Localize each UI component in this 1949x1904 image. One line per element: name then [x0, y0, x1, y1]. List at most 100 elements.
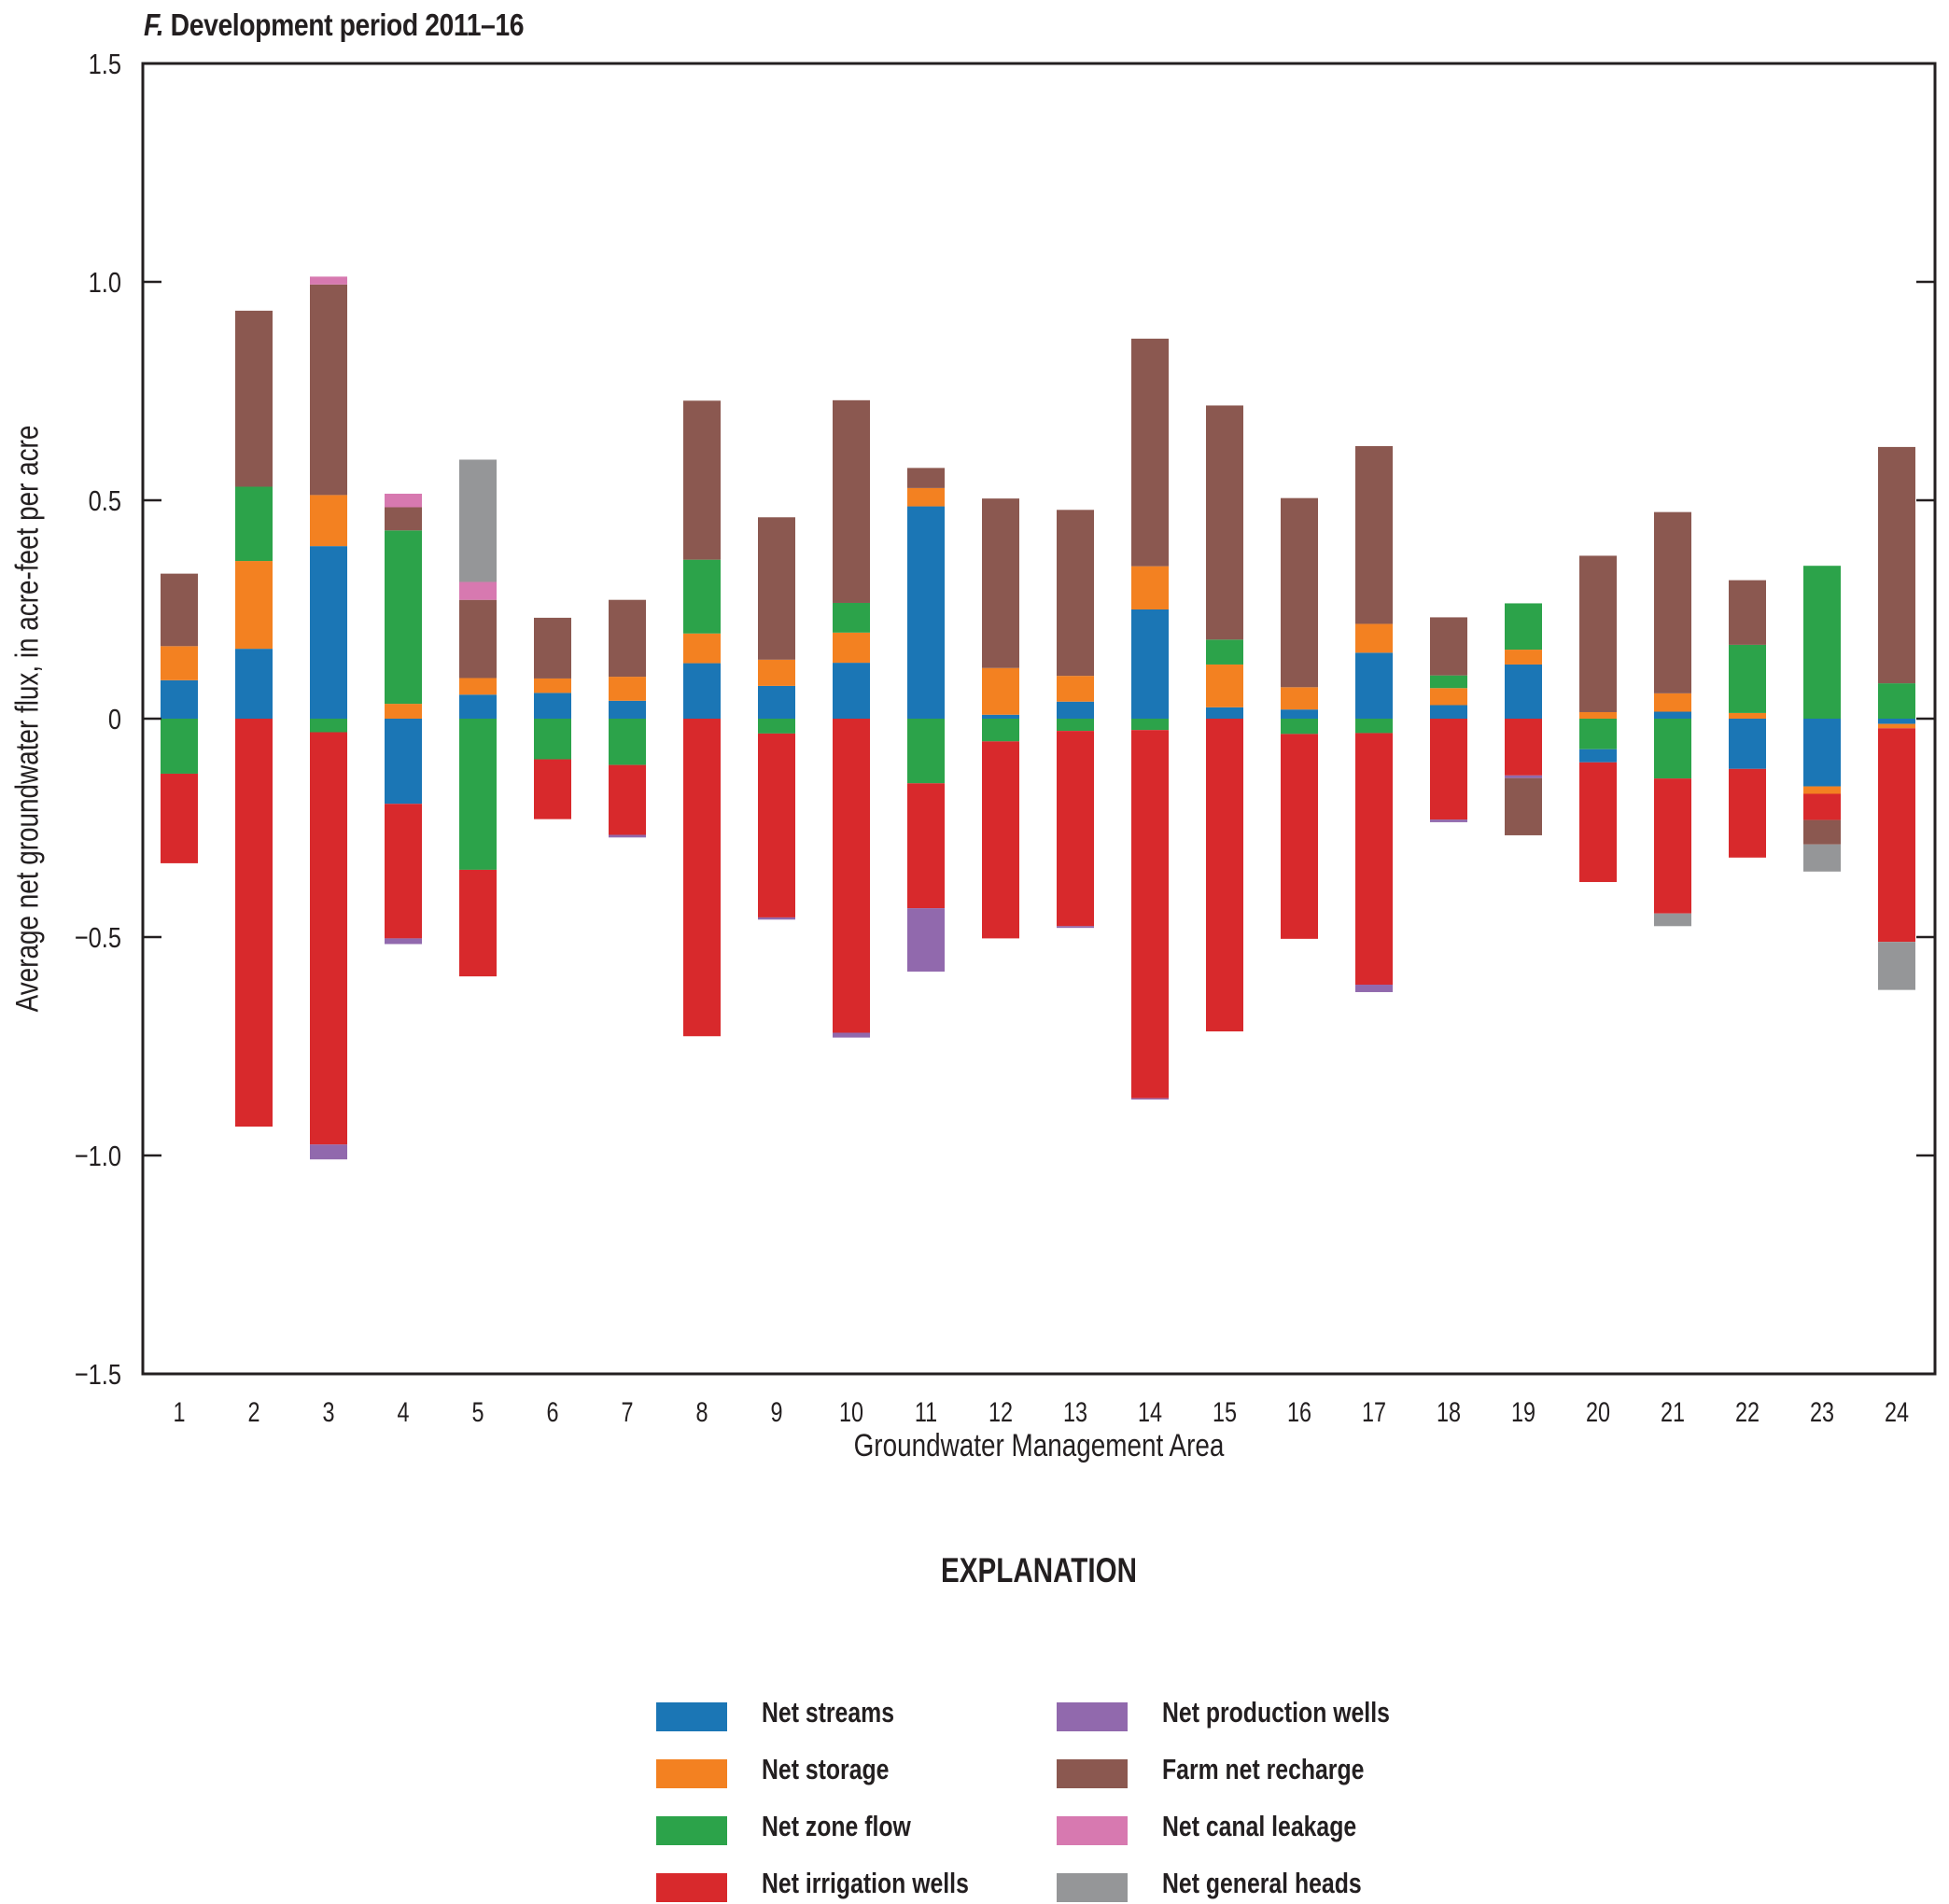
legend-swatch	[656, 1872, 727, 1902]
bar-segment-net-irrigation-wells	[609, 764, 646, 835]
bar-segment-net-irrigation-wells	[385, 804, 422, 939]
bar-segment-net-streams	[310, 546, 347, 719]
x-tick-label: 13	[1063, 1396, 1087, 1427]
legend-label: Net production wells	[1162, 1696, 1390, 1729]
bar-segment-net-zone-flow	[1430, 675, 1467, 689]
chart-title-text: Development period 2011–16	[170, 7, 525, 42]
bar-segment-farm-net-recharge	[609, 599, 646, 678]
bar-segment-net-irrigation-wells	[1057, 731, 1094, 927]
x-tick-label: 8	[695, 1396, 708, 1427]
bar-group-gma-15	[1206, 405, 1243, 1032]
legend-swatch	[1057, 1815, 1128, 1845]
x-axis-label: Groundwater Management Area	[853, 1428, 1225, 1463]
x-tick-label: 15	[1213, 1396, 1237, 1427]
bar-segment-net-zone-flow	[235, 486, 273, 562]
bar-segment-net-streams	[459, 694, 497, 719]
bar-segment-net-storage	[161, 646, 198, 680]
bar-segment-net-irrigation-wells	[1355, 733, 1393, 986]
bar-segment-farm-net-recharge	[907, 468, 945, 488]
bar-segment-net-zone-flow	[1281, 719, 1318, 735]
bar-segment-net-storage	[1579, 711, 1617, 719]
bar-segment-net-general-heads	[1654, 913, 1691, 927]
bar-segment-net-zone-flow	[534, 719, 571, 760]
legend-item-net-streams: Net streams	[656, 1696, 894, 1733]
bar-segment-net-storage	[534, 678, 571, 693]
bar-segment-net-streams	[907, 506, 945, 719]
bar-segment-net-zone-flow	[1505, 603, 1542, 651]
y-tick-label: 0.5	[89, 485, 121, 518]
bar-segment-net-streams	[758, 685, 795, 719]
bar-segment-net-irrigation-wells	[459, 869, 497, 977]
y-tick-label: −1.0	[75, 1141, 121, 1173]
bar-segment-farm-net-recharge	[310, 284, 347, 496]
bar-group-gma-23	[1803, 566, 1841, 872]
bar-segment-net-streams	[982, 714, 1019, 719]
bar-segment-net-streams	[161, 679, 198, 719]
legend-swatch	[1057, 1758, 1128, 1788]
bar-segment-farm-net-recharge	[1729, 580, 1766, 645]
legend-label: Net general heads	[1162, 1867, 1362, 1899]
bar-segment-net-storage	[235, 561, 273, 650]
legend-item-net-canal-leakage: Net canal leakage	[1057, 1810, 1356, 1847]
bar-segment-net-storage	[833, 632, 870, 664]
bar-segment-net-general-heads	[1878, 942, 1915, 990]
bar-segment-farm-net-recharge	[982, 498, 1019, 668]
bar-group-gma-20	[1579, 555, 1617, 883]
legend-label: Net irrigation wells	[762, 1867, 969, 1899]
legend-item-net-zone-flow: Net zone flow	[656, 1810, 911, 1847]
bar-segment-net-production-wells	[385, 938, 422, 945]
bar-segment-net-streams	[1430, 705, 1467, 719]
bar-segment-net-irrigation-wells	[1803, 793, 1841, 820]
bar-segment-net-streams	[683, 663, 721, 719]
bar-segment-net-streams	[1355, 652, 1393, 719]
bar-segment-net-storage	[1206, 664, 1243, 707]
bar-segment-net-streams	[1206, 707, 1243, 719]
bar-segment-net-zone-flow	[1654, 719, 1691, 779]
bar-segment-net-zone-flow	[1878, 683, 1915, 719]
bar-segment-net-storage	[1878, 723, 1915, 729]
x-tick-label: 6	[546, 1396, 558, 1427]
x-axis-tick-labels: 1 2 3 4 5 6 7 8 9 10 11 12 13 14 15 16 17 18 19 20 21 22 23 24	[173, 1396, 1909, 1427]
bar-segment-net-storage	[1281, 687, 1318, 710]
bar-segment-net-storage	[683, 633, 721, 664]
bar-group-gma-19	[1505, 603, 1542, 835]
legend-item-net-production-wells: Net production wells	[1057, 1696, 1390, 1733]
bar-segment-net-streams	[1281, 709, 1318, 719]
bar-segment-net-streams	[385, 719, 422, 805]
x-tick-label: 18	[1437, 1396, 1461, 1427]
bar-segment-farm-net-recharge	[459, 599, 497, 679]
x-tick-label: 2	[247, 1396, 259, 1427]
chart-canvas: 1.51.00.50−0.5−1.0−1.5 1 2 3 4 5 6 7 8 9 10 11 12 13…	[75, 49, 1937, 1428]
bar-segment-net-zone-flow	[1729, 644, 1766, 713]
bar-group-gma-10	[833, 399, 870, 1038]
bar-segment-net-irrigation-wells	[758, 733, 795, 917]
bar-group-gma-1	[161, 573, 198, 863]
x-tick-label: 10	[839, 1396, 863, 1427]
bar-segment-farm-net-recharge	[1057, 510, 1094, 677]
bar-segment-farm-net-recharge	[683, 400, 721, 560]
bar-segment-net-zone-flow	[683, 559, 721, 634]
bars-layer	[161, 276, 1915, 1160]
bar-group-gma-14	[1131, 338, 1169, 1100]
legend-item-net-storage: Net storage	[656, 1753, 889, 1790]
bar-segment-net-zone-flow	[161, 719, 198, 774]
legend-label: Net zone flow	[762, 1810, 911, 1842]
bar-segment-net-production-wells	[758, 917, 795, 920]
bar-segment-farm-net-recharge	[1878, 446, 1915, 684]
x-tick-label: 3	[322, 1396, 334, 1427]
bar-group-gma-13	[1057, 510, 1094, 929]
bar-segment-farm-net-recharge	[1206, 405, 1243, 640]
bar-group-gma-21	[1654, 511, 1691, 927]
plot-frame	[141, 62, 1937, 1376]
bar-segment-net-storage	[758, 659, 795, 686]
bar-segment-farm-net-recharge	[1505, 777, 1542, 835]
bar-segment-net-production-wells	[1057, 926, 1094, 929]
bar-segment-net-streams	[1878, 719, 1915, 724]
x-tick-label: 17	[1362, 1396, 1386, 1427]
x-tick-label: 16	[1287, 1396, 1311, 1427]
chart-title: F. Development period 2011–16	[144, 7, 525, 43]
x-tick-label: 11	[915, 1396, 937, 1427]
bar-segment-farm-net-recharge	[1131, 338, 1169, 567]
bar-segment-farm-net-recharge	[1430, 617, 1467, 676]
bar-group-gma-7	[609, 599, 646, 838]
